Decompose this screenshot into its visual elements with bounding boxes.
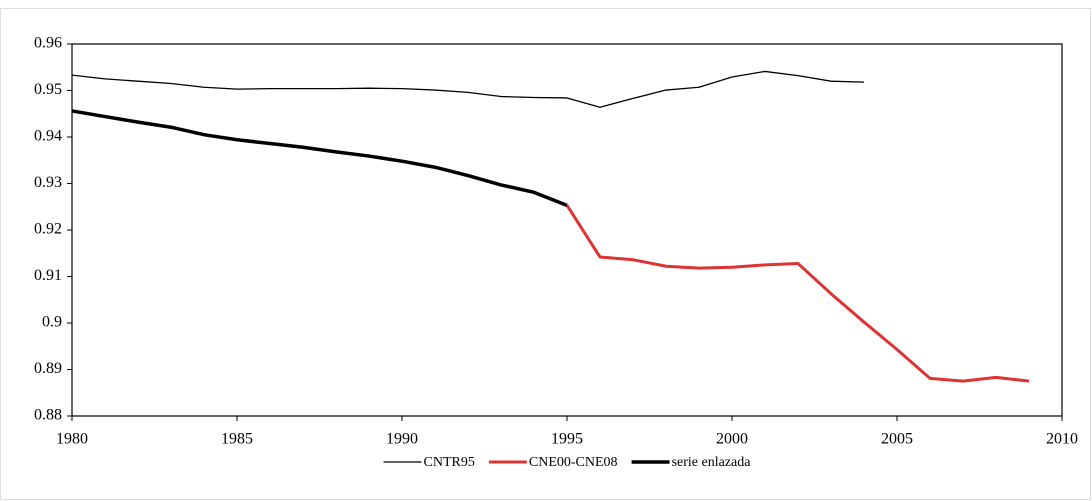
series-line bbox=[71, 70, 865, 108]
series-line bbox=[71, 109, 568, 207]
x-tick-label: 2005 bbox=[881, 431, 913, 448]
x-tick-label: 1990 bbox=[386, 431, 418, 448]
x-tick-label: 1985 bbox=[221, 431, 253, 448]
y-tick-label: 0.91 bbox=[34, 267, 62, 284]
page-border bbox=[0, 8, 1091, 500]
y-tick-label: 0.92 bbox=[34, 221, 62, 238]
plot-frame bbox=[71, 43, 1063, 417]
x-tick-label: 1980 bbox=[56, 431, 88, 448]
legend-item: serie enlazada bbox=[631, 455, 752, 470]
legend-item: CNE00-CNE08 bbox=[488, 455, 618, 470]
y-tick-label: 0.96 bbox=[34, 35, 62, 52]
y-tick-label: 0.95 bbox=[34, 81, 62, 98]
y-tick-label: 0.89 bbox=[34, 360, 62, 377]
y-tick-label: 0.94 bbox=[34, 128, 62, 145]
x-tick-label: 2000 bbox=[716, 431, 748, 448]
x-tick-label: 1995 bbox=[551, 431, 583, 448]
legend-label: CNTR95 bbox=[424, 455, 475, 470]
series-line bbox=[565, 204, 1030, 383]
legend: CNTR95 CNE00-CNE08 serie enlazada bbox=[383, 455, 752, 470]
x-tick-label: 2010 bbox=[1046, 431, 1078, 448]
y-tick-label: 0.88 bbox=[34, 407, 62, 424]
y-tick-label: 0.9 bbox=[42, 314, 62, 331]
legend-label: serie enlazada bbox=[672, 455, 752, 470]
legend-item: CNTR95 bbox=[383, 455, 475, 470]
legend-label: CNE00-CNE08 bbox=[529, 455, 618, 470]
y-tick-label: 0.93 bbox=[34, 174, 62, 191]
